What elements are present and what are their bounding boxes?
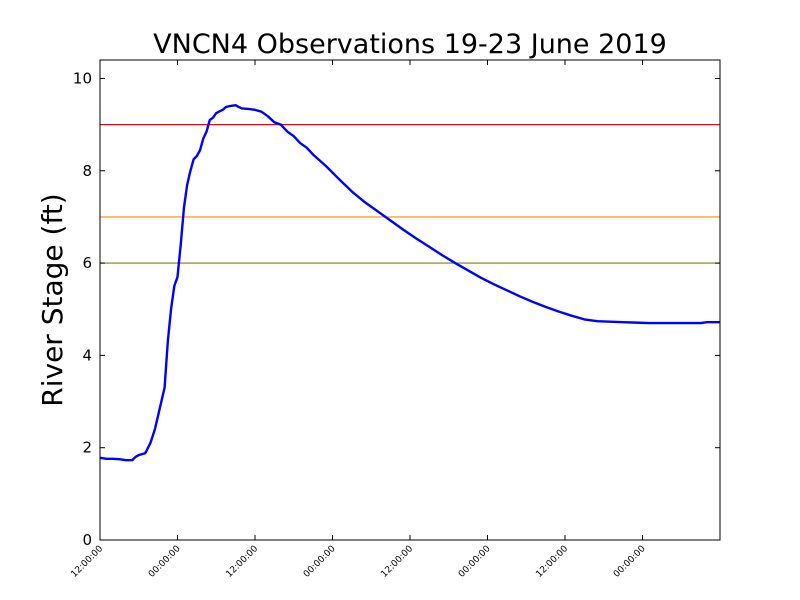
y-tick-label-2: 4 — [82, 346, 92, 364]
threshold-lines — [100, 124, 720, 264]
x-tick-label-1: 00:00:00 — [147, 544, 183, 580]
chart-title: VNCN4 Observations 19-23 June 2019 — [153, 29, 667, 60]
y-tick-label-3: 6 — [82, 254, 92, 272]
y-tick-label-0: 0 — [82, 531, 92, 549]
series-layer — [99, 104, 720, 462]
x-tick-label-2: 12:00:00 — [224, 544, 260, 580]
y-tick-label-4: 8 — [82, 162, 92, 180]
y-tick-label-1: 2 — [82, 439, 92, 457]
plot-area-frame — [99, 59, 721, 541]
y-tick-label-5: 10 — [73, 69, 92, 87]
x-tick-label-6: 12:00:00 — [534, 544, 570, 580]
x-axis-ticks: 12:00:00 00:00:00 12:00:00 00:00:00 12:00:00… — [69, 60, 648, 580]
x-tick-label-4: 12:00:00 — [379, 544, 415, 580]
y-axis-label: River Stage (ft) — [36, 193, 69, 406]
x-tick-label-3: 00:00:00 — [302, 544, 338, 580]
series-line-0 — [99, 104, 720, 462]
y-axis-ticks: 0 2 4 6 8 10 — [73, 69, 720, 549]
x-tick-label-5: 00:00:00 — [457, 544, 493, 580]
x-tick-label-7: 00:00:00 — [612, 544, 648, 580]
x-tick-label-0: 12:00:00 — [69, 544, 105, 580]
